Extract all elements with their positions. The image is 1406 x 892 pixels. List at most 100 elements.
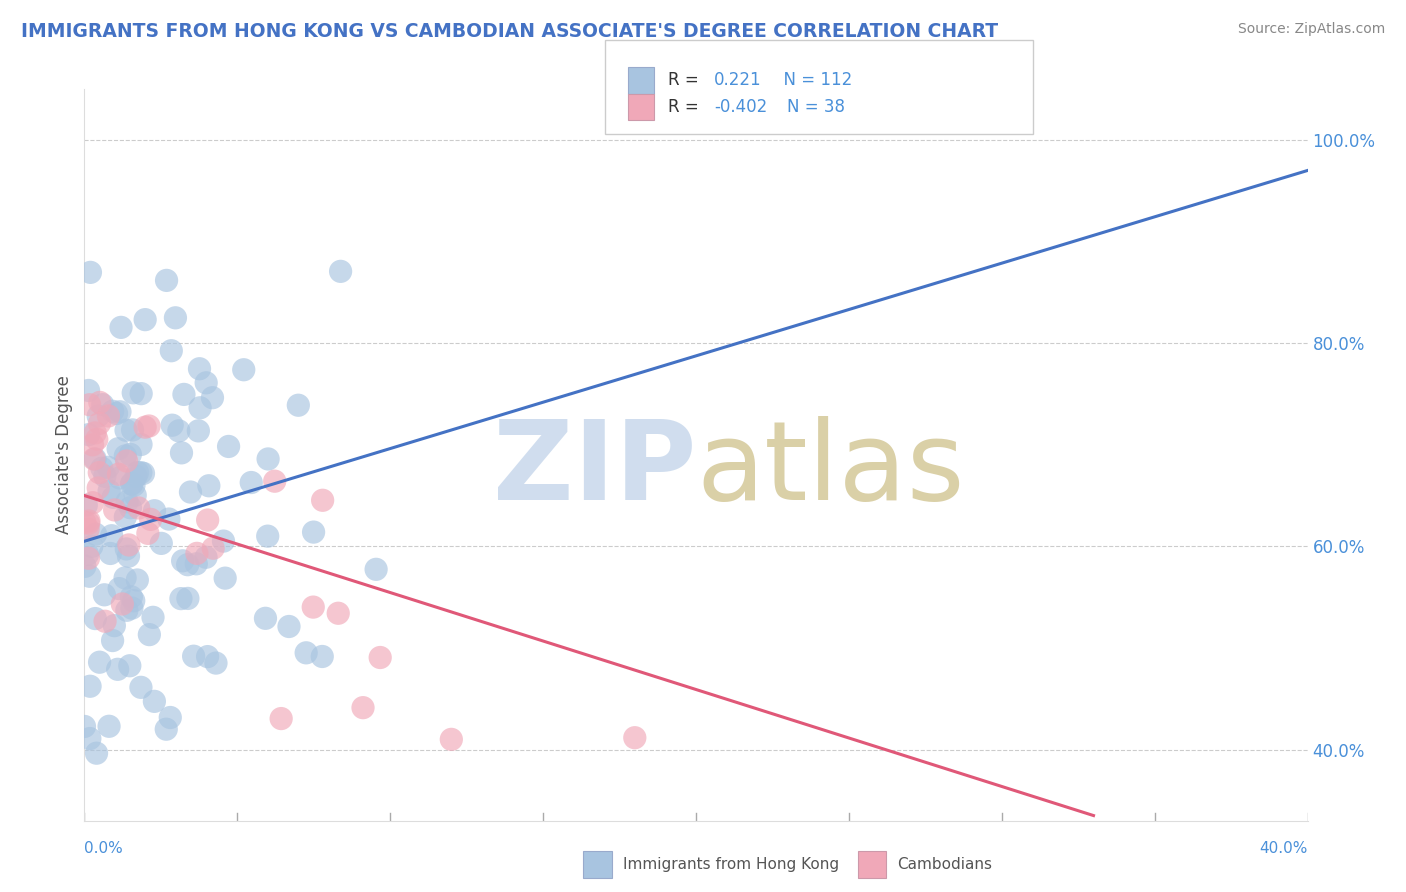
Point	[73, 719, 96, 733]
Point	[73, 559, 96, 574]
Point	[122, 478, 145, 492]
Point	[329, 264, 352, 278]
Point	[159, 710, 181, 724]
Point	[77, 514, 100, 528]
Point	[240, 475, 263, 490]
Point	[107, 467, 129, 482]
Point	[188, 361, 211, 376]
Point	[84, 425, 107, 440]
Text: IMMIGRANTS FROM HONG KONG VS CAMBODIAN ASSOCIATE'S DEGREE CORRELATION CHART: IMMIGRANTS FROM HONG KONG VS CAMBODIAN A…	[21, 22, 998, 41]
Text: ZIP: ZIP	[492, 416, 696, 523]
Point	[187, 424, 209, 438]
Point	[129, 681, 152, 695]
Point	[77, 427, 100, 442]
Point	[352, 700, 374, 714]
Point	[368, 650, 391, 665]
Point	[86, 432, 108, 446]
Point	[195, 376, 218, 390]
Point	[84, 611, 107, 625]
Point	[77, 522, 100, 536]
Point	[84, 451, 107, 466]
Point	[77, 551, 100, 566]
Point	[87, 409, 110, 423]
Point	[195, 550, 218, 565]
Point	[165, 310, 187, 325]
Point	[173, 387, 195, 401]
Point	[218, 440, 240, 454]
Point	[79, 679, 101, 693]
Point	[82, 496, 104, 510]
Y-axis label: Associate's Degree: Associate's Degree	[55, 376, 73, 534]
Point	[287, 398, 309, 412]
Point	[256, 529, 278, 543]
Point	[129, 466, 152, 480]
Point	[232, 363, 254, 377]
Text: 0.0%: 0.0%	[84, 841, 124, 856]
Point	[263, 474, 285, 488]
Point	[77, 516, 100, 531]
Point	[212, 534, 235, 549]
Point	[107, 442, 129, 456]
Point	[167, 424, 190, 438]
Point	[84, 527, 107, 541]
Point	[129, 386, 152, 401]
Point	[440, 732, 463, 747]
Point	[118, 538, 141, 552]
Point	[89, 466, 111, 480]
Point	[87, 481, 110, 495]
Point	[160, 343, 183, 358]
Point	[170, 446, 193, 460]
Point	[143, 694, 166, 708]
Point	[132, 467, 155, 481]
Point	[111, 597, 134, 611]
Point	[124, 488, 146, 502]
Point	[311, 493, 333, 508]
Point	[114, 510, 136, 524]
Point	[94, 614, 117, 628]
Point	[89, 395, 111, 409]
Text: -0.402: -0.402	[714, 98, 768, 116]
Point	[114, 571, 136, 585]
Point	[115, 423, 138, 437]
Point	[91, 398, 114, 412]
Point	[98, 719, 121, 733]
Point	[82, 438, 104, 452]
Point	[122, 385, 145, 400]
Point	[311, 649, 333, 664]
Point	[80, 539, 103, 553]
Text: 40.0%: 40.0%	[1260, 841, 1308, 856]
Point	[139, 512, 162, 526]
Point	[197, 513, 219, 527]
Point	[128, 501, 150, 516]
Point	[328, 607, 350, 621]
Point	[254, 611, 277, 625]
Point	[188, 401, 211, 415]
Text: atlas: atlas	[696, 416, 965, 523]
Point	[122, 593, 145, 607]
Point	[110, 320, 132, 334]
Point	[186, 546, 208, 560]
Point	[138, 627, 160, 641]
Point	[73, 516, 96, 530]
Point	[121, 601, 143, 615]
Point	[77, 384, 100, 398]
Text: N = 38: N = 38	[787, 98, 845, 116]
Point	[160, 418, 183, 433]
Point	[295, 646, 318, 660]
Point	[94, 469, 117, 483]
Point	[142, 610, 165, 624]
Text: R =: R =	[668, 98, 704, 116]
Point	[79, 731, 101, 746]
Text: Cambodians: Cambodians	[897, 857, 993, 871]
Point	[118, 658, 141, 673]
Point	[104, 503, 127, 517]
Point	[120, 500, 142, 515]
Point	[302, 600, 325, 615]
Point	[121, 476, 143, 491]
Point	[86, 746, 108, 760]
Point	[101, 404, 124, 418]
Point	[97, 460, 120, 475]
Point	[83, 452, 105, 467]
Point	[105, 407, 128, 421]
Point	[121, 423, 143, 437]
